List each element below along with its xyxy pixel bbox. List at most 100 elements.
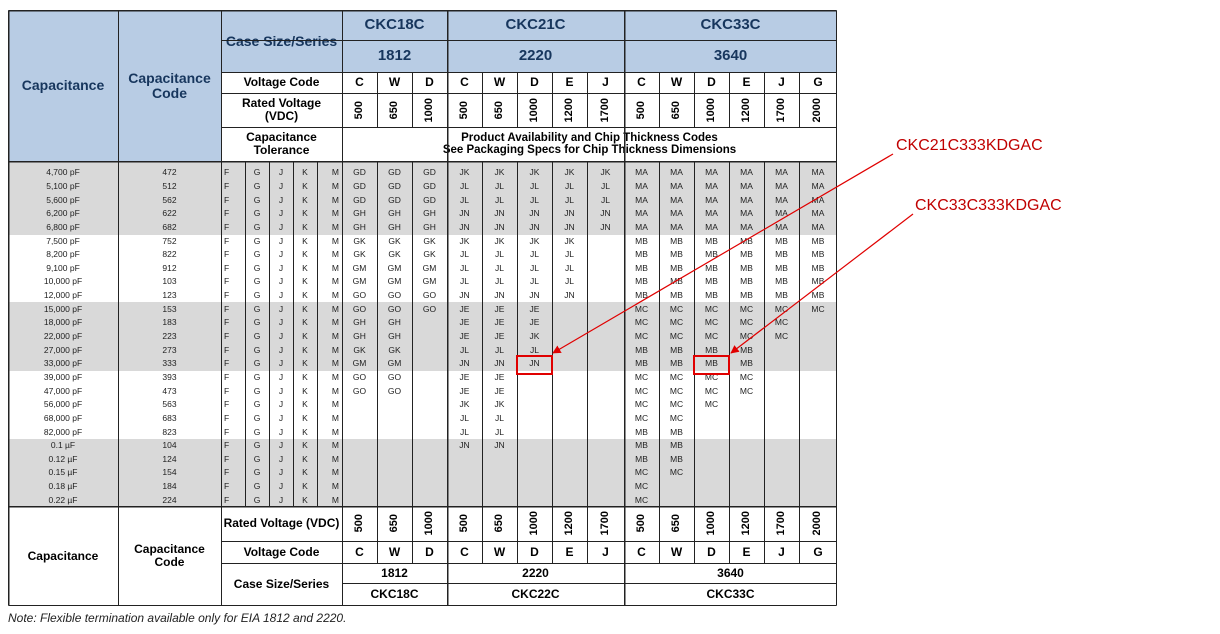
thickness-code: JL [495, 344, 504, 355]
thickness-code: GK [388, 344, 401, 355]
thickness-code: GH [388, 331, 401, 342]
capacitance-code-value: 124 [162, 453, 177, 464]
thickness-code: GH [388, 208, 401, 219]
tolerance-code: K [302, 262, 308, 273]
thickness-code: MC [669, 385, 684, 396]
shaded-band [8, 302, 837, 317]
thickness-code: GD [388, 180, 401, 191]
case-size-0: 1812 [342, 40, 447, 72]
thickness-code: JL [460, 344, 469, 355]
footer-voltage-code-cell: D [707, 544, 716, 559]
tolerance-code: M [331, 481, 339, 492]
capacitance-code-value: 123 [162, 290, 177, 301]
footer-case-size: 1812 [381, 565, 408, 580]
tolerance-code: G [253, 290, 261, 301]
thickness-code: MC [739, 385, 754, 396]
capacitance-code-value: 622 [162, 208, 177, 219]
footer-series-name: CKC18C [370, 587, 419, 602]
thickness-code: JL [495, 276, 504, 287]
tolerance-code: K [302, 358, 308, 369]
tolerance-code: F [224, 303, 230, 314]
thickness-code: JN [459, 208, 470, 219]
tolerance-code: M [331, 235, 339, 246]
thickness-code: JN [494, 221, 505, 232]
capacitance-value: 0.15 µF [48, 467, 78, 478]
capacitance-value: 33,000 pF [43, 358, 83, 369]
thickness-code: GO [422, 290, 437, 301]
tolerance-code: F [224, 481, 230, 492]
thickness-code: MB [705, 358, 718, 369]
thickness-code: JN [494, 208, 505, 219]
tolerance-code: K [302, 467, 308, 478]
tolerance-code: M [331, 221, 339, 232]
thickness-code: MA [775, 221, 788, 232]
thickness-code: GK [423, 249, 436, 260]
capacitance-value: 82,000 pF [43, 426, 83, 437]
tolerance-code: J [278, 426, 284, 437]
footer-case-size: 3640 [717, 565, 744, 580]
footer-voltage-code-cell: D [425, 544, 434, 559]
tolerance-code: J [278, 290, 284, 301]
thickness-code: JL [495, 262, 504, 273]
capacitance-code-value: 154 [162, 467, 177, 478]
annotation-label-ckc33c: CKC33C333KDGAC [915, 197, 1062, 214]
thickness-code: MB [670, 249, 683, 260]
thickness-code: JE [459, 303, 470, 314]
thickness-code: MB [775, 262, 788, 273]
thickness-code: JK [529, 331, 540, 342]
capacitance-code-value: 912 [162, 262, 177, 273]
thickness-code: MC [811, 303, 825, 314]
tolerance-code: K [302, 344, 308, 355]
thickness-code: MB [811, 262, 825, 273]
capacitance-code-value: 752 [162, 235, 177, 246]
tolerance-code: M [331, 371, 339, 382]
thickness-code: MA [740, 167, 753, 178]
tolerance-code: F [224, 399, 230, 410]
thickness-code: MB [740, 262, 753, 273]
tolerance-code: M [331, 426, 339, 437]
capacitance-value: 39,000 pF [43, 371, 83, 382]
tolerance-code: G [253, 358, 261, 369]
tolerance-code: K [302, 290, 308, 301]
tolerance-code: J [278, 358, 284, 369]
tolerance-code: K [302, 399, 308, 410]
thickness-code: JL [530, 180, 539, 191]
tolerance-code: M [331, 276, 339, 287]
tolerance-code: G [253, 221, 261, 232]
thickness-code: GD [388, 194, 401, 205]
thickness-code: MC [774, 317, 789, 328]
thickness-code: MC [634, 331, 649, 342]
tolerance-code: J [278, 453, 284, 464]
capacitance-code-value: 273 [162, 344, 177, 355]
tolerance-code: K [302, 481, 308, 492]
footer-voltage-code-cell: C [637, 544, 646, 559]
thickness-code: GO [352, 290, 367, 301]
tolerance-code: M [331, 331, 339, 342]
thickness-code: MB [775, 249, 788, 260]
tolerance-code: J [278, 344, 284, 355]
tolerance-code: J [278, 221, 284, 232]
thickness-code: JK [459, 399, 470, 410]
thickness-code: GO [352, 303, 367, 314]
thickness-code: MA [775, 208, 788, 219]
thickness-code: MB [670, 235, 683, 246]
thickness-code: JE [494, 303, 505, 314]
footer-voltage-code-cell: J [778, 544, 785, 559]
thickness-code: MB [670, 290, 683, 301]
thickness-code: MB [811, 235, 825, 246]
footnote: Note: Flexible termination available onl… [8, 611, 347, 625]
tolerance-code: M [331, 194, 339, 205]
thickness-code: MB [705, 344, 718, 355]
tolerance-code: J [278, 385, 284, 396]
footer-case-size: 2220 [522, 565, 549, 580]
thickness-code: JE [459, 317, 470, 328]
thickness-code: JL [530, 344, 539, 355]
footer-rated-voltage: Rated Voltage (VDC) [223, 516, 340, 531]
tolerance-code: K [302, 494, 308, 505]
thickness-code: MA [670, 221, 683, 232]
thickness-code: MC [704, 371, 719, 382]
voltage-code-cell: W [388, 75, 401, 90]
thickness-code: MA [670, 208, 683, 219]
capacitance-code-value: 682 [162, 221, 177, 232]
tolerance-code: J [278, 262, 284, 273]
